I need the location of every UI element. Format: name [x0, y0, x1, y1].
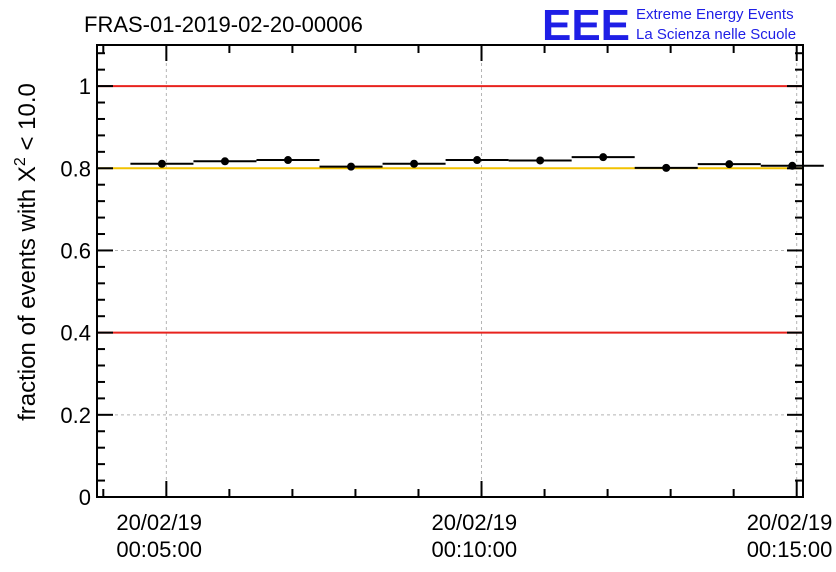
data-point — [347, 162, 356, 171]
tick-labels: 00.20.40.60.8120/02/1900:05:0020/02/1900… — [60, 74, 832, 562]
y-tick-label: 0.6 — [60, 238, 91, 263]
data-point — [725, 160, 734, 169]
y-axis-label-chi: X — [14, 166, 41, 182]
eee-logo: EEE Extreme Energy Events La Scienza nel… — [542, 1, 796, 50]
y-axis-label-prefix: fraction of events with — [14, 182, 41, 421]
data-point — [157, 159, 166, 168]
x-tick-label-time: 00:15:00 — [747, 537, 833, 562]
y-tick-label: 0.2 — [60, 403, 91, 428]
data-series — [130, 153, 824, 172]
x-tick-label-date: 20/02/19 — [116, 510, 202, 535]
data-point — [410, 159, 419, 168]
grid — [97, 45, 803, 497]
data-point — [473, 156, 482, 165]
y-tick-label: 0.4 — [60, 321, 91, 346]
x-tick-label-date: 20/02/19 — [747, 510, 833, 535]
y-axis-label-suffix: < 10.0 — [14, 83, 41, 157]
reference-lines — [97, 85, 803, 334]
logo-line-1: Extreme Energy Events — [636, 6, 794, 23]
data-point — [536, 156, 545, 165]
logo-line-2: La Scienza nelle Scuole — [636, 26, 796, 43]
y-axis-label: fraction of events with X2 < 10.0 — [12, 83, 41, 421]
data-point — [599, 153, 608, 162]
plot-frame — [96, 44, 804, 498]
data-point — [283, 156, 292, 165]
chart-title: FRAS-01-2019-02-20-00006 — [84, 12, 363, 37]
x-tick-label-date: 20/02/19 — [432, 510, 518, 535]
y-tick-label: 0 — [79, 485, 91, 510]
y-tick-label: 0.8 — [60, 156, 91, 181]
x-tick-label-time: 00:05:00 — [116, 537, 202, 562]
logo-mark: EEE — [542, 1, 630, 50]
y-axis-label-sup: 2 — [12, 157, 29, 166]
data-point — [220, 157, 229, 166]
data-point — [662, 163, 671, 172]
axis-ticks — [97, 45, 803, 498]
y-tick-label: 1 — [79, 74, 91, 99]
x-tick-label-time: 00:10:00 — [432, 537, 518, 562]
